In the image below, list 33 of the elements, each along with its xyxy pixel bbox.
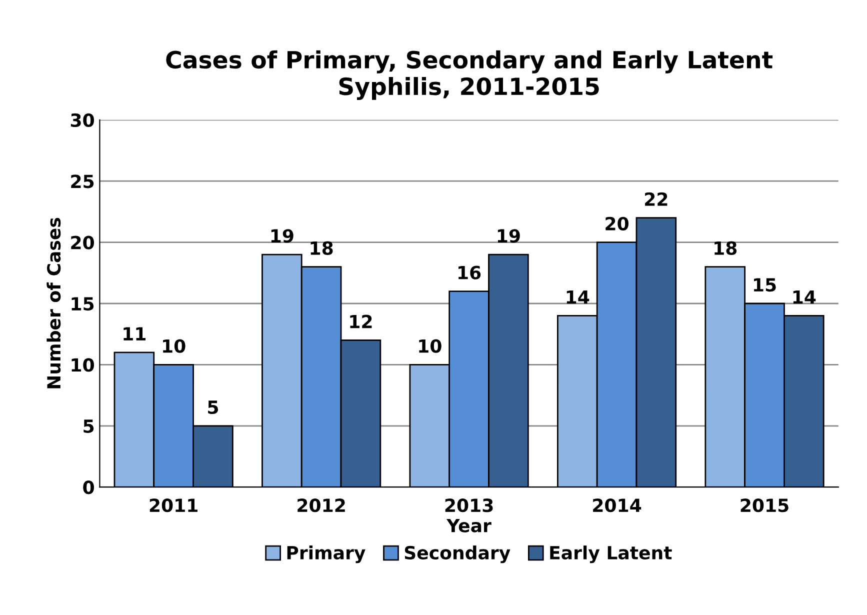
data-label: 19 <box>271 229 294 243</box>
chart-title: Cases of Primary, Secondary and Early Latent Syphilis, 2011-2015 <box>166 50 773 100</box>
data-label: 5 <box>208 400 218 414</box>
y-tick-label: 0 <box>83 480 94 494</box>
data-label: 12 <box>350 314 372 328</box>
data-label: 10 <box>163 339 186 353</box>
x-tick-label: 2014 <box>593 498 642 512</box>
y-tick-label: 15 <box>72 297 94 311</box>
x-tick-label: 2012 <box>298 498 345 512</box>
data-label: 19 <box>498 229 520 243</box>
data-label: 14 <box>566 290 590 304</box>
data-label: 10 <box>419 339 442 353</box>
data-label: 14 <box>793 290 816 304</box>
legend-label: Primary <box>287 546 366 564</box>
y-tick-label: 10 <box>72 358 94 372</box>
legend-label: Secondary <box>404 546 510 564</box>
data-label: 15 <box>754 278 776 292</box>
y-axis-title: Number of Cases <box>46 218 61 388</box>
data-label: 20 <box>606 216 628 230</box>
data-label: 22 <box>645 192 668 206</box>
data-label: 16 <box>458 266 481 280</box>
x-tick-label: 2015 <box>740 498 788 512</box>
data-label: 11 <box>124 327 146 340</box>
legend-label: Early Latent <box>550 546 672 564</box>
y-tick-label: 5 <box>84 420 94 434</box>
x-axis-title: Year <box>446 519 492 532</box>
y-tick-label: 20 <box>71 236 94 250</box>
y-tick-label: 30 <box>70 113 94 128</box>
x-tick-label: 2011 <box>150 498 198 512</box>
data-label: 18 <box>714 241 737 255</box>
x-tick-label: 2013 <box>445 498 493 512</box>
data-label: 18 <box>310 241 333 255</box>
y-tick-label: 25 <box>71 174 94 188</box>
